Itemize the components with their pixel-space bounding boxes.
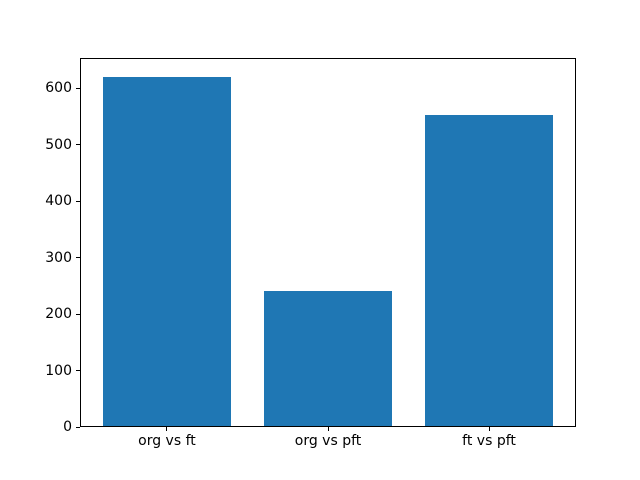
x-tick-mark	[327, 427, 329, 431]
x-tick-mark	[166, 427, 168, 431]
bars-container	[81, 59, 575, 426]
x-tick-mark	[488, 427, 490, 431]
x-tick-label: ft vs pft	[462, 433, 516, 449]
y-tick-label: 300	[45, 249, 72, 266]
y-tick-label: 200	[45, 306, 72, 323]
y-tick-label: 400	[45, 193, 72, 210]
y-tick-label: 500	[45, 136, 72, 153]
y-tick-mark	[76, 257, 80, 259]
bar	[424, 115, 554, 426]
y-tick-mark	[76, 370, 80, 372]
y-tick-mark	[76, 144, 80, 146]
y-tick-label: 100	[45, 362, 72, 379]
y-tick-mark	[76, 200, 80, 202]
plot-area	[80, 58, 576, 427]
y-tick-label: 0	[63, 419, 72, 435]
y-tick-mark	[76, 313, 80, 315]
x-tick-label: org vs ft	[138, 433, 196, 449]
y-tick-mark	[76, 87, 80, 89]
y-tick-label: 600	[45, 80, 72, 97]
y-tick-mark	[76, 426, 80, 428]
bar	[102, 76, 232, 426]
x-tick-label: org vs pft	[294, 433, 362, 449]
bar	[263, 291, 393, 426]
